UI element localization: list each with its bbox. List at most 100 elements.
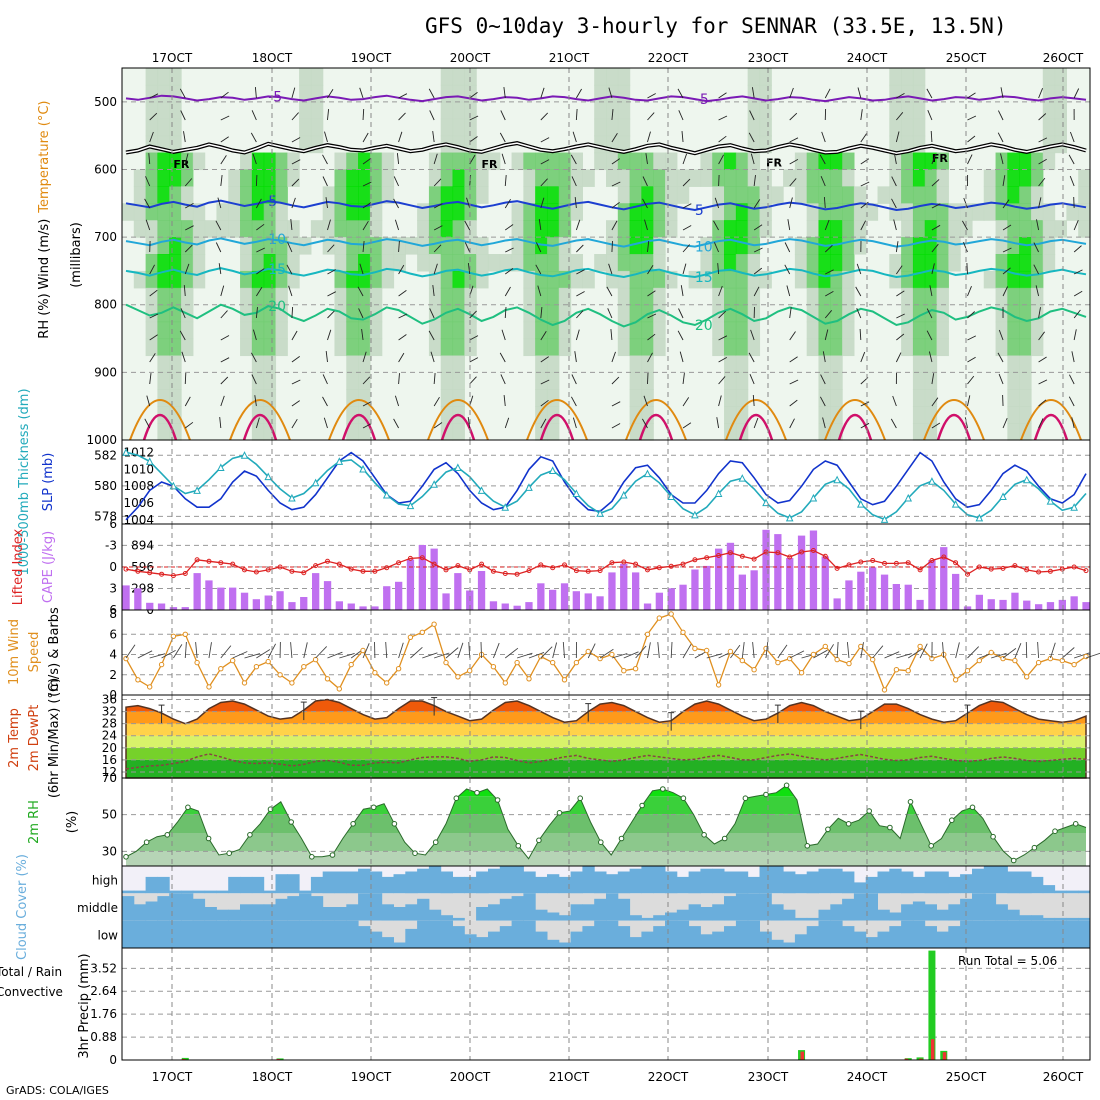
cloud-cell [783, 909, 796, 921]
rh-marker [226, 850, 232, 857]
rh-cell [523, 203, 536, 221]
rh-cell [169, 203, 182, 221]
cape-bar [679, 584, 687, 610]
temp-band [126, 735, 1086, 748]
tick-label: 1004 [123, 513, 154, 527]
wind-barb [1038, 331, 1045, 341]
cloud-cell [995, 920, 1008, 948]
rh-marker [680, 795, 687, 802]
cloud-cell [735, 893, 749, 921]
wind-barb [244, 653, 261, 659]
cloud-cell [830, 920, 843, 948]
wind-barb [717, 263, 720, 275]
rh-cell [358, 220, 371, 238]
chart-title: GFS 0~10day 3-hourly for SENNAR (33.5E, … [425, 14, 1007, 38]
wind-barb [398, 313, 408, 319]
rh-cell [889, 101, 902, 120]
cloud-cell [169, 920, 182, 948]
rh-cell [452, 287, 465, 306]
tick-label: 0 [109, 560, 117, 574]
rh-cell [452, 338, 465, 357]
wind-barb [647, 352, 653, 363]
rh-cell [629, 169, 643, 187]
cloud-cell [1031, 876, 1044, 894]
wind-barb [1014, 643, 1022, 659]
rh-cell [558, 321, 572, 340]
rh-cell [169, 101, 182, 120]
wind-barb [362, 220, 369, 231]
rh-cell [1007, 355, 1020, 373]
rh-cell [381, 169, 395, 187]
rh-cell [546, 355, 560, 373]
rh-cell [912, 389, 926, 407]
wind-barb [291, 178, 300, 187]
wind-speed-marker [704, 647, 710, 654]
cape-bar [726, 542, 735, 610]
rh-cell [346, 338, 359, 357]
thickness-marker [359, 464, 367, 473]
rh-cell [358, 237, 371, 255]
rh-cell [334, 304, 347, 323]
rh-cell [936, 169, 949, 187]
lifted-index-marker [597, 568, 603, 574]
thickness-marker [525, 483, 533, 491]
rh-cell [724, 338, 737, 357]
wind-barb [144, 198, 151, 209]
rh-cell [912, 152, 926, 171]
lifted-index-marker [1047, 568, 1053, 574]
x-axis-dates: 17OCT17OCT18OCT18OCT19OCT19OCT20OCT20OCT… [152, 51, 1084, 1084]
thickness-marker [833, 475, 841, 484]
wind-barb [931, 203, 941, 209]
wind-barb [789, 356, 798, 363]
rh-cell [936, 186, 949, 204]
wind-barb [576, 244, 584, 253]
wind-barb [503, 87, 506, 99]
rh-cell [263, 270, 277, 289]
wind-barb [540, 418, 547, 429]
cloud-cell [334, 871, 347, 894]
wind-barb [893, 153, 897, 165]
rh-cell [806, 287, 820, 306]
rh-cell [1042, 68, 1056, 86]
lifted-index-marker [325, 558, 330, 564]
rh-cell [995, 321, 1008, 340]
cloud-cell [334, 907, 347, 921]
rh-cell [665, 169, 678, 187]
tick-label: -3 [105, 539, 117, 553]
rh-cell [181, 203, 194, 221]
tick-label: 17OCT [152, 1070, 193, 1084]
wind-barb [813, 649, 828, 659]
wind-barb [1002, 224, 1012, 231]
axis-label-text: Wind (m/s)Temperature (°C) [37, 101, 52, 290]
rh-cell [1066, 203, 1079, 221]
rh-cell [251, 186, 265, 204]
rh-marker [887, 824, 893, 831]
wind-barb [322, 176, 328, 187]
rh-marker [247, 832, 253, 838]
rh-cell [511, 237, 524, 255]
rh-cell [523, 169, 536, 187]
rh-cell [346, 203, 359, 221]
wind-barb [504, 198, 511, 209]
rh-cell [157, 84, 170, 103]
rh-cell [901, 203, 914, 221]
cloud-cell [629, 868, 642, 894]
cloud-cell [582, 904, 595, 921]
wind-barb [1069, 175, 1075, 187]
cape-bar [1070, 596, 1078, 610]
axis-label-text: RH (%) [37, 293, 52, 338]
rh-cell [169, 84, 182, 103]
wind-barb [1002, 267, 1011, 275]
rh-cell [735, 152, 749, 171]
rh-cell [145, 135, 159, 154]
isotherm-25-arc [1020, 399, 1082, 441]
cape-bar [395, 581, 403, 610]
rh-cell [747, 220, 761, 238]
wind-barb [195, 642, 198, 659]
rh-cell [181, 287, 194, 306]
axis-label-part: Speed [27, 632, 42, 673]
wind-barb [741, 642, 745, 659]
wind-barb [499, 132, 506, 143]
rh-marker [1031, 844, 1038, 851]
